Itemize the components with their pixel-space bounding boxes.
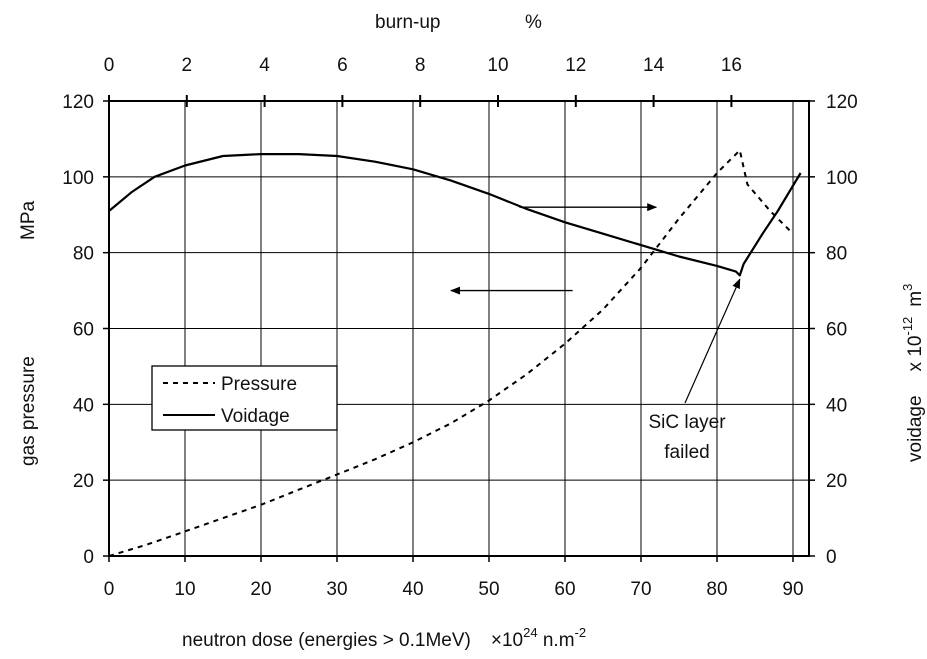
y-right-tick-label: 80	[826, 244, 847, 265]
x2-tick-label: 16	[721, 55, 742, 76]
x-axis-label: neutron dose (energies > 0.1MeV) ×1024 n.…	[182, 625, 586, 651]
x2-tick-label: 4	[259, 55, 270, 76]
x2-tick-label: 2	[182, 55, 193, 76]
series-group	[108, 149, 802, 557]
x2-tick-label: 10	[487, 55, 508, 76]
grid	[109, 101, 809, 556]
y-left-tick-label: 80	[73, 244, 94, 265]
x2-axis-unit: %	[525, 12, 542, 33]
sic-failure-arrow	[684, 278, 741, 404]
legend-label-pressure: Pressure	[221, 374, 297, 395]
x-tick-label: 80	[706, 579, 727, 600]
legend-box	[151, 365, 338, 431]
y-right-tick-label: 20	[826, 471, 847, 492]
y-right-tick-label: 40	[826, 395, 847, 416]
sic-annotation-line1: SiC layer	[648, 412, 726, 433]
y-right-tick-label: 0	[826, 547, 837, 568]
x-tick-label: 70	[630, 579, 651, 600]
axis-labels: neutron dose (energies > 0.1MeV) ×1024 n.…	[18, 12, 926, 651]
x2-tick-label: 12	[565, 55, 586, 76]
x2-axis-label: burn-up	[375, 12, 441, 33]
y-right-tick-label: 120	[826, 92, 858, 113]
x-tick-label: 10	[174, 579, 195, 600]
x2-tick-label: 6	[337, 55, 348, 76]
x-tick-label: 50	[478, 579, 499, 600]
plot-frame	[108, 100, 810, 557]
x-tick-label: 30	[326, 579, 347, 600]
x2-tick-label: 14	[643, 55, 665, 76]
y-left-tick-label: 20	[73, 471, 94, 492]
y-left-tick-label: 40	[73, 395, 94, 416]
x-tick-label: 60	[554, 579, 575, 600]
y-left-tick-label: 100	[62, 168, 94, 189]
annotations: SiC layer failed	[450, 203, 741, 463]
x-tick-label: 90	[782, 579, 803, 600]
y-axis-left-unit: MPa	[18, 201, 39, 241]
y-right-tick-label: 60	[826, 320, 847, 341]
x-tick-label: 0	[104, 579, 115, 600]
y-left-tick-label: 120	[62, 92, 94, 113]
series-voidage-line	[108, 153, 802, 277]
y-axis-left-label: gas pressure	[18, 356, 39, 466]
y-left-tick-label: 60	[73, 320, 94, 341]
legend-label-voidage: Voidage	[221, 406, 290, 427]
y-axis-right-label: voidagex 10-12m3	[900, 284, 926, 462]
legend: Pressure Voidage	[151, 365, 338, 431]
series-pressure-line	[108, 149, 794, 557]
y-left-tick-label: 0	[83, 547, 94, 568]
y-right-tick-label: 100	[826, 168, 858, 189]
x2-tick-label: 8	[415, 55, 426, 76]
x-tick-label: 20	[250, 579, 271, 600]
x2-tick-label: 0	[104, 55, 115, 76]
x-tick-label: 40	[402, 579, 423, 600]
tick-labels: 0 10 20 30 40 50 60 70 80 90020406080100120020406…	[62, 55, 857, 600]
sic-annotation-line2: failed	[664, 442, 709, 463]
